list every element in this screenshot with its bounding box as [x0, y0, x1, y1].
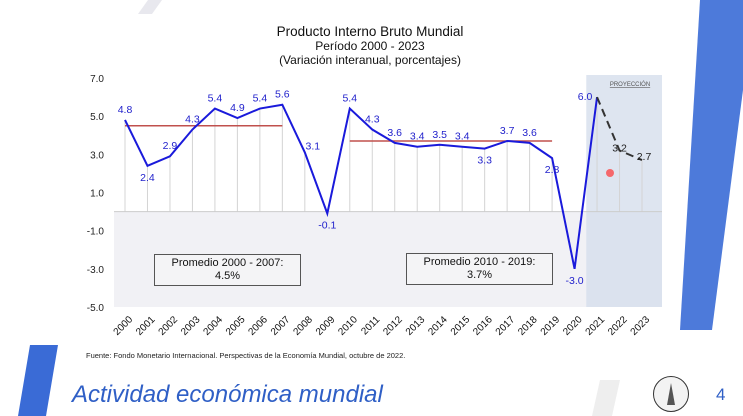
x-tick-label: 2001: [134, 314, 158, 338]
marker-dot: [606, 169, 614, 177]
x-tick-label: 2006: [246, 314, 270, 338]
source-note: Fuente: Fondo Monetario Internacional. P…: [86, 351, 406, 360]
series-line: [124, 96, 599, 270]
data-label: 4.3: [365, 114, 380, 126]
x-tick-label: 2020: [561, 314, 585, 338]
data-label: 5.4: [342, 93, 357, 105]
x-tick-label: 2003: [179, 314, 203, 338]
bank-logo: [653, 376, 689, 412]
data-label: 6.0: [578, 91, 593, 103]
projection-area: [586, 75, 662, 307]
average-box-1: Promedio 2000 - 2007: 4.5%: [154, 254, 301, 286]
x-tick-label: 2013: [404, 314, 428, 338]
data-label: 3.4: [455, 131, 470, 143]
y-tick-label: 5.0: [90, 112, 104, 123]
data-label: 3.5: [432, 129, 447, 141]
data-label: -3.0: [566, 275, 584, 287]
data-label: 5.6: [275, 89, 290, 101]
data-label: 3.4: [410, 131, 425, 143]
x-tick-label: 2015: [449, 314, 473, 338]
x-tick-label: 2000: [112, 314, 136, 338]
data-label: 2.7: [637, 151, 652, 163]
data-label: 3.6: [387, 127, 402, 139]
x-tick-label: 2004: [202, 314, 226, 338]
data-label: 3.2: [612, 143, 627, 155]
chart-subtitle-units: (Variación interanual, porcentajes): [279, 53, 461, 67]
data-label: 4.3: [185, 114, 200, 126]
data-label: 4.8: [118, 104, 133, 116]
average-label: Promedio 2010 - 2019:: [423, 256, 536, 268]
chart-title: Producto Interno Bruto Mundial: [276, 24, 464, 39]
y-tick-label: 1.0: [90, 189, 104, 200]
slide-title: Actividad económica mundial: [72, 381, 383, 408]
y-tick-label: 3.0: [90, 150, 104, 161]
x-tick-label: 2005: [224, 314, 248, 338]
average-value: 3.7%: [466, 269, 493, 281]
projection-label: PROYECCIÓN: [610, 81, 650, 88]
x-tick-label: 2011: [359, 314, 382, 337]
x-tick-label: 2016: [471, 314, 495, 338]
data-label: 2.9: [163, 140, 178, 152]
y-tick-label: 7.0: [90, 74, 104, 85]
data-label: -0.1: [318, 219, 336, 231]
data-label: 2.4: [140, 172, 155, 184]
chart-subtitle: Período 2000 - 2023: [315, 39, 425, 53]
x-tick-label: 2017: [494, 314, 518, 338]
x-tick-label: 2008: [291, 314, 315, 338]
y-tick-label: -1.0: [87, 227, 105, 238]
data-label: 2.8: [545, 164, 560, 176]
y-tick-label: -3.0: [87, 265, 105, 276]
x-tick-label: 2018: [516, 314, 540, 338]
average-value: 4.5%: [214, 270, 241, 282]
x-tick-label: 2012: [381, 314, 405, 338]
data-label: 3.3: [477, 155, 492, 167]
x-tick-label: 2009: [314, 314, 338, 338]
average-label: Promedio 2000 - 2007:: [171, 257, 284, 269]
projection-line: [596, 96, 643, 161]
data-label: 4.9: [230, 102, 245, 114]
average-box-2: Promedio 2010 - 2019: 3.7%: [406, 253, 553, 285]
x-tick-label: 2023: [629, 314, 653, 338]
x-tick-label: 2019: [539, 314, 563, 338]
data-label: 3.6: [522, 127, 537, 139]
x-tick-label: 2014: [426, 314, 450, 338]
data-label: 3.7: [500, 125, 515, 137]
x-tick-label: 2021: [584, 314, 608, 338]
data-label: 5.4: [253, 93, 268, 105]
x-tick-label: 2010: [336, 314, 360, 338]
data-label: 5.4: [208, 93, 223, 105]
y-tick-label: -5.0: [87, 303, 105, 314]
data-label: 3.1: [306, 140, 321, 152]
x-tick-label: 2002: [157, 314, 181, 338]
x-tick-label: 2007: [269, 314, 293, 338]
page-number: 4: [716, 385, 726, 404]
logo-emblem-icon: [667, 383, 675, 405]
x-tick-label: 2022: [606, 314, 630, 338]
